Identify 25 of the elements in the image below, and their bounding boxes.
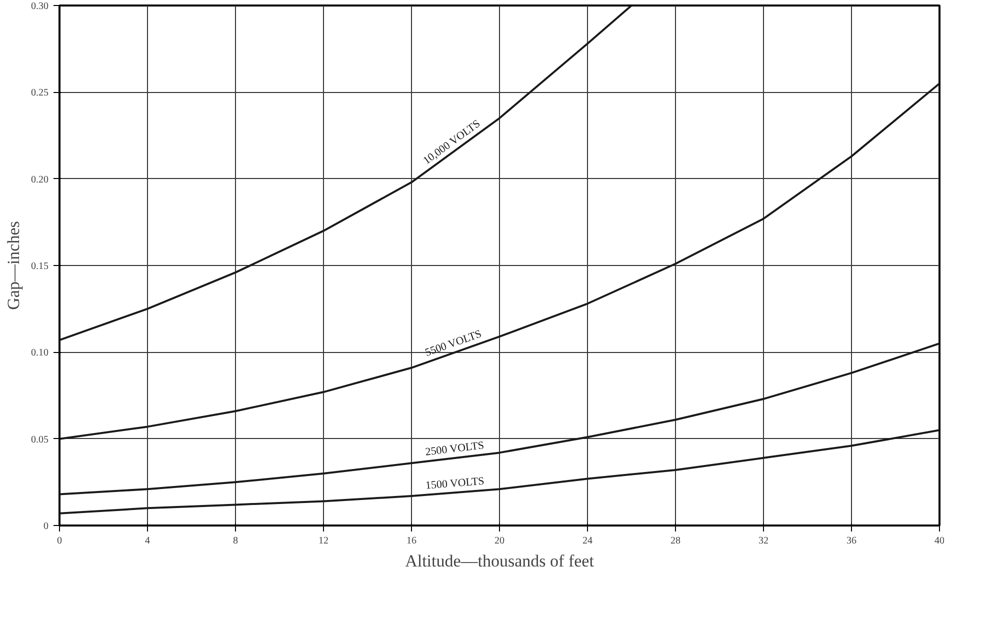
text: 5500 VOLTS <box>424 328 484 360</box>
x-tick-label: 20 <box>494 536 504 546</box>
y-tick-label: 0.15 <box>31 261 48 272</box>
y-tick-label: 0 <box>44 521 48 532</box>
line-series <box>60 429 940 514</box>
x-axis-title: Altitude—thousands of feet <box>405 552 594 570</box>
x-tick-label: 28 <box>670 536 680 546</box>
y-tick-label: 0.05 <box>31 434 48 446</box>
x-tick-label: 8 <box>233 536 238 546</box>
y-tick-label: 0.10 <box>31 348 48 359</box>
x-tick-label: 32 <box>758 536 768 546</box>
y-tick-label: 0.20 <box>31 174 48 186</box>
x-tick-label: 4 <box>145 536 150 546</box>
line-series <box>60 82 940 440</box>
x-tick-label: 16 <box>406 536 416 546</box>
x-tick-label: 24 <box>582 536 592 546</box>
x-tick-label: 0 <box>57 536 62 546</box>
series-label: 1500 VOLTS <box>425 475 485 492</box>
x-tick-label: 40 <box>934 536 944 546</box>
y-tick-label: 0.30 <box>31 1 48 12</box>
x-tick-label: 36 <box>846 536 856 546</box>
x-tick-label: 12 <box>318 536 328 546</box>
y-tick-label: 0.25 <box>31 88 48 99</box>
y-axis-title: Gap—inches <box>4 221 23 310</box>
text: 2500 VOLTS <box>424 440 485 458</box>
